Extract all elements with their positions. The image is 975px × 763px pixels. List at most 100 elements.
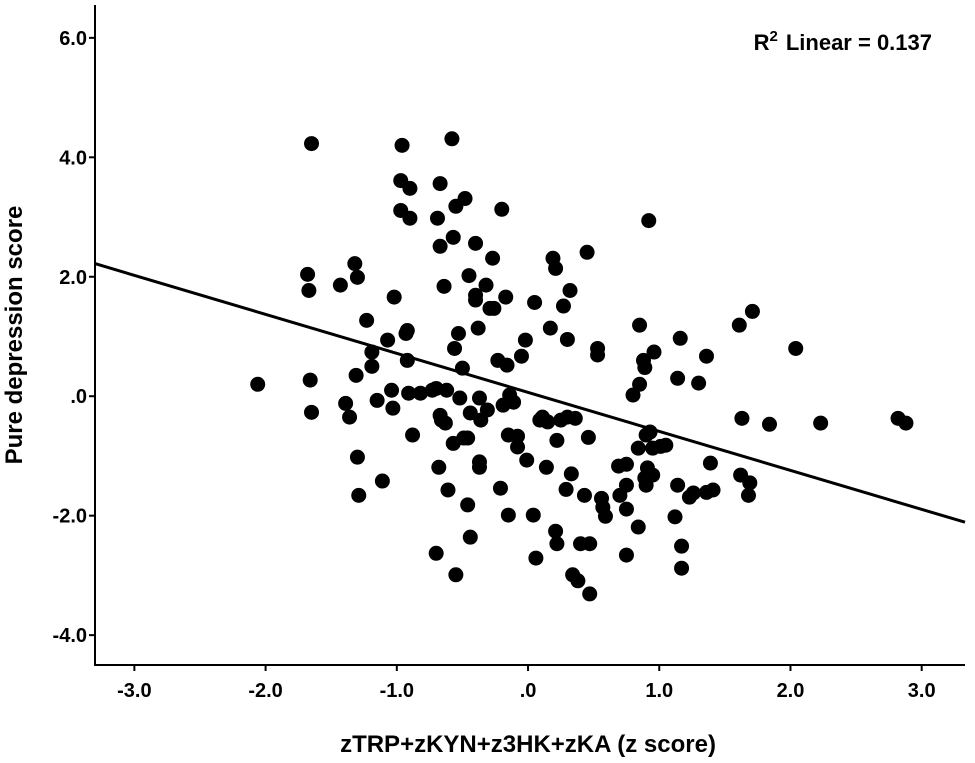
point: [559, 331, 575, 347]
point: [731, 317, 747, 333]
point: [304, 136, 320, 152]
point: [462, 405, 478, 421]
point: [579, 244, 595, 260]
point: [685, 485, 701, 501]
point: [412, 385, 428, 401]
point: [338, 395, 354, 411]
point: [479, 402, 495, 418]
point: [630, 440, 646, 456]
point: [380, 332, 396, 348]
point: [618, 477, 634, 493]
point: [761, 416, 777, 432]
point: [549, 536, 565, 552]
point: [470, 320, 486, 336]
point: [300, 266, 316, 282]
point: [401, 385, 417, 401]
y-axis-title: Pure depression score: [1, 206, 28, 465]
point: [374, 473, 390, 489]
point: [445, 229, 461, 245]
point: [304, 404, 320, 420]
point: [645, 467, 661, 483]
point: [702, 455, 718, 471]
r: R: [754, 30, 770, 55]
x-tick-label: -3.0: [117, 680, 151, 702]
point: [471, 390, 487, 406]
point: [342, 409, 358, 425]
point: [548, 523, 564, 539]
point: [461, 268, 477, 284]
point: [590, 347, 606, 363]
point: [538, 459, 554, 475]
point: [447, 340, 463, 356]
fit-line: [94, 262, 966, 524]
point: [672, 330, 688, 346]
point: [618, 501, 634, 517]
point: [641, 213, 657, 229]
point: [384, 382, 400, 398]
point: [517, 332, 533, 348]
point: [351, 487, 367, 503]
point: [670, 370, 686, 386]
point: [452, 390, 468, 406]
point: [618, 547, 634, 563]
point: [734, 410, 750, 426]
point: [405, 427, 421, 443]
point: [525, 507, 541, 523]
y-tick-label: 4.0: [59, 147, 87, 169]
point: [510, 428, 526, 444]
point: [549, 432, 565, 448]
y-tick-label: -2.0: [53, 506, 87, 528]
x-tick-label: 1.0: [645, 680, 673, 702]
annotation-text: Linear = 0.137: [786, 30, 932, 55]
point: [740, 487, 756, 503]
point: [567, 410, 583, 426]
sup: 2: [770, 28, 778, 45]
point: [527, 294, 543, 310]
point: [440, 482, 456, 498]
point: [563, 466, 579, 482]
point: [674, 560, 690, 576]
x-tick-label: .0: [520, 680, 537, 702]
point: [582, 536, 598, 552]
r-squared-annotation: R2 Linear = 0.137: [754, 28, 932, 55]
point: [625, 387, 641, 403]
point: [398, 326, 414, 342]
point: [494, 201, 510, 217]
point: [742, 475, 758, 491]
x-tick-label: 3.0: [908, 680, 936, 702]
point: [402, 210, 418, 226]
point: [658, 437, 674, 453]
point: [432, 238, 448, 254]
point: [670, 477, 686, 493]
point: [500, 507, 516, 523]
point: [460, 497, 476, 513]
point: [646, 344, 662, 360]
point: [369, 392, 385, 408]
point: [457, 191, 473, 207]
point: [499, 357, 515, 373]
point: [558, 481, 574, 497]
point: [450, 326, 466, 342]
point: [576, 487, 592, 503]
point: [332, 277, 348, 293]
point: [444, 131, 460, 147]
point: [898, 415, 914, 431]
point: [432, 176, 448, 192]
point: [462, 529, 478, 545]
point: [468, 235, 484, 251]
point: [394, 137, 410, 153]
point: [460, 430, 476, 446]
point: [302, 372, 318, 388]
x-axis-title: zTRP+zKYN+z3HK+zKA (z score): [340, 731, 716, 758]
point: [445, 435, 461, 451]
point: [301, 283, 317, 299]
point: [448, 567, 464, 583]
y-tick-label: -4.0: [53, 625, 87, 647]
point: [347, 256, 363, 272]
point: [359, 312, 375, 328]
point: [428, 545, 444, 561]
point: [250, 376, 266, 392]
point: [744, 303, 760, 319]
point: [632, 317, 648, 333]
